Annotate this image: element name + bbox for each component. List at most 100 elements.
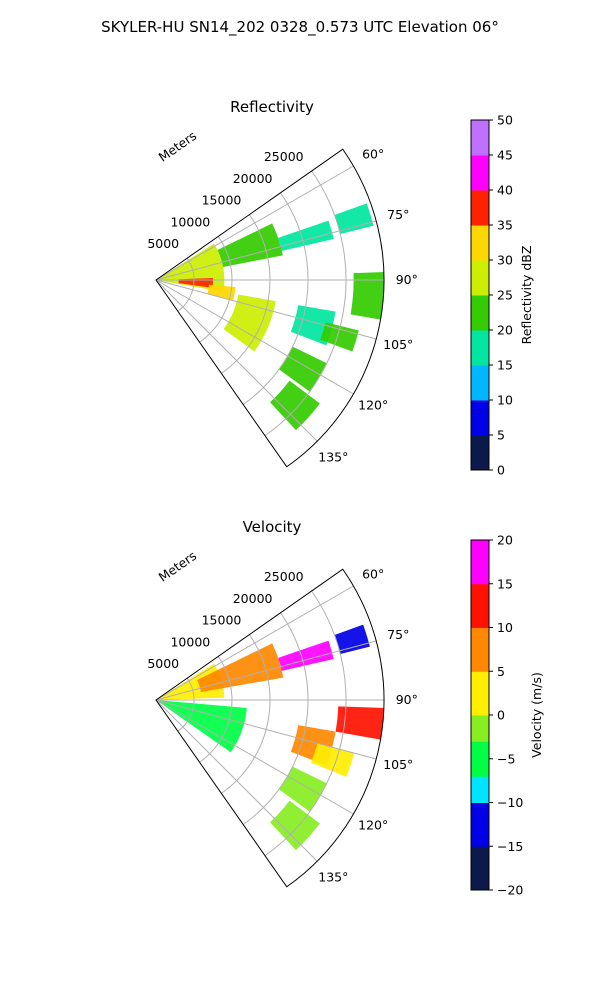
echo-cell bbox=[278, 346, 327, 392]
colorbar-segment bbox=[471, 732, 489, 742]
colorbar-segment bbox=[471, 233, 489, 243]
sector-outline bbox=[155, 568, 385, 888]
range-ring bbox=[242, 612, 309, 825]
azimuth-gridline bbox=[155, 585, 354, 701]
r-tick-label: 20000 bbox=[233, 171, 273, 186]
colorbar-tick-label: 10 bbox=[497, 620, 513, 635]
colorbar-tick-label: 15 bbox=[497, 576, 513, 591]
colorbar-tick-label: 0 bbox=[497, 708, 505, 723]
colorbar-segment bbox=[471, 575, 489, 585]
colorbar-tick-label: 45 bbox=[497, 148, 513, 163]
theta-tick-label: 105° bbox=[383, 337, 413, 352]
colorbar-segment bbox=[471, 172, 489, 182]
colorbar-tick-label: 35 bbox=[497, 218, 513, 233]
colorbar-segment bbox=[471, 688, 489, 698]
echo-cell bbox=[335, 706, 384, 740]
r-tick-label: 5000 bbox=[147, 656, 179, 671]
echo-cell bbox=[270, 380, 320, 431]
colorbar-segment bbox=[471, 583, 489, 593]
colorbar-segment bbox=[471, 601, 489, 611]
colorbar-segment bbox=[471, 321, 489, 331]
theta-tick-label: 90° bbox=[396, 272, 418, 287]
colorbar-segment bbox=[471, 443, 489, 453]
reflectivity-colorbar: 0 5 10 15 20 25 30 35 40 45 50 bbox=[470, 113, 513, 478]
colorbar-segment bbox=[471, 548, 489, 558]
velocity-r-label: Meters bbox=[156, 548, 200, 585]
echo-cell bbox=[278, 220, 334, 251]
colorbar-segment bbox=[471, 715, 489, 725]
theta-tick-label: 75° bbox=[387, 207, 409, 222]
r-tick-label: 10000 bbox=[170, 634, 210, 649]
colorbar-tick-label: 20 bbox=[497, 323, 513, 338]
echo-cell bbox=[217, 223, 283, 267]
echo-cell bbox=[196, 643, 284, 693]
theta-tick-label: 75° bbox=[387, 627, 409, 642]
theta-tick-label: 105° bbox=[383, 757, 413, 772]
colorbar-tick-label: −10 bbox=[497, 795, 523, 810]
colorbar-segment bbox=[471, 277, 489, 287]
colorbar-segment bbox=[471, 846, 489, 856]
colorbar-segment bbox=[471, 723, 489, 733]
colorbar-segment bbox=[471, 128, 489, 138]
colorbar-segment bbox=[471, 881, 489, 891]
azimuth-gridline bbox=[155, 699, 318, 862]
echo-cell bbox=[278, 640, 334, 671]
colorbar-tick-label: −15 bbox=[497, 839, 523, 854]
range-ring bbox=[199, 656, 233, 763]
colorbar-tick-label: 15 bbox=[497, 358, 513, 373]
velocity-colorbar: −20 −15 −10 −5 0 5 10 15 20 bbox=[470, 533, 523, 898]
colorbar-segment bbox=[471, 855, 489, 865]
colorbar-tick-label: 0 bbox=[497, 463, 505, 478]
colorbar-segment bbox=[471, 190, 489, 200]
colorbar-tick-label: −20 bbox=[497, 883, 523, 898]
echo-cell bbox=[320, 322, 359, 352]
theta-tick-label: 60° bbox=[362, 147, 384, 162]
colorbar-segment bbox=[471, 260, 489, 270]
azimuth-gridline bbox=[155, 279, 354, 395]
colorbar-segment bbox=[471, 452, 489, 462]
colorbar-segment bbox=[471, 750, 489, 760]
colorbar-segment bbox=[471, 181, 489, 191]
colorbar-segment bbox=[471, 347, 489, 357]
colorbar-segment bbox=[471, 872, 489, 882]
colorbar-segment bbox=[471, 356, 489, 366]
azimuth-gridline bbox=[155, 279, 318, 442]
reflectivity-sector: 5000 10000 15000 20000 25000 60° 75° 90° 105° 120… bbox=[147, 147, 418, 468]
reflectivity-panel: Reflectivity Meters 5000 10000 15000 20000 2… bbox=[147, 98, 534, 478]
r-tick-label: 15000 bbox=[202, 193, 242, 208]
range-ring bbox=[199, 236, 233, 343]
colorbar-segment bbox=[471, 618, 489, 628]
echo-cell bbox=[334, 203, 374, 235]
colorbar-tick-label: 25 bbox=[497, 288, 513, 303]
velocity-sector: 5000 10000 15000 20000 25000 60° 75° 90° 105° 120… bbox=[147, 567, 418, 888]
colorbar-tick-label: 10 bbox=[497, 393, 513, 408]
range-ring bbox=[221, 214, 271, 374]
echo-cell bbox=[334, 624, 370, 655]
colorbar-segment bbox=[471, 330, 489, 340]
colorbar-segment bbox=[471, 863, 489, 873]
range-ring bbox=[264, 170, 347, 437]
colorbar-segment bbox=[471, 120, 489, 130]
colorbar-segment bbox=[471, 216, 489, 226]
colorbar-segment bbox=[471, 225, 489, 235]
colorbar-segment bbox=[471, 662, 489, 672]
r-tick-label: 20000 bbox=[233, 591, 273, 606]
colorbar-segment bbox=[471, 382, 489, 392]
colorbar-segment bbox=[471, 671, 489, 681]
colorbar-segment bbox=[471, 837, 489, 847]
colorbar-tick-label: 5 bbox=[497, 428, 505, 443]
colorbar-segment bbox=[471, 653, 489, 663]
colorbar-segment bbox=[471, 741, 489, 751]
velocity-panel: Velocity Meters 5000 10000 15000 20000 25000… bbox=[147, 518, 544, 898]
colorbar-segment bbox=[471, 540, 489, 550]
velocity-title: Velocity bbox=[243, 518, 302, 536]
colorbar-segment bbox=[471, 268, 489, 278]
r-tick-label: 10000 bbox=[170, 214, 210, 229]
colorbar-segment bbox=[471, 697, 489, 707]
echo-cell bbox=[278, 766, 327, 812]
theta-tick-label: 120° bbox=[358, 397, 388, 412]
colorbar-segment bbox=[471, 146, 489, 156]
colorbar-segment bbox=[471, 811, 489, 821]
colorbar-segment bbox=[471, 820, 489, 830]
